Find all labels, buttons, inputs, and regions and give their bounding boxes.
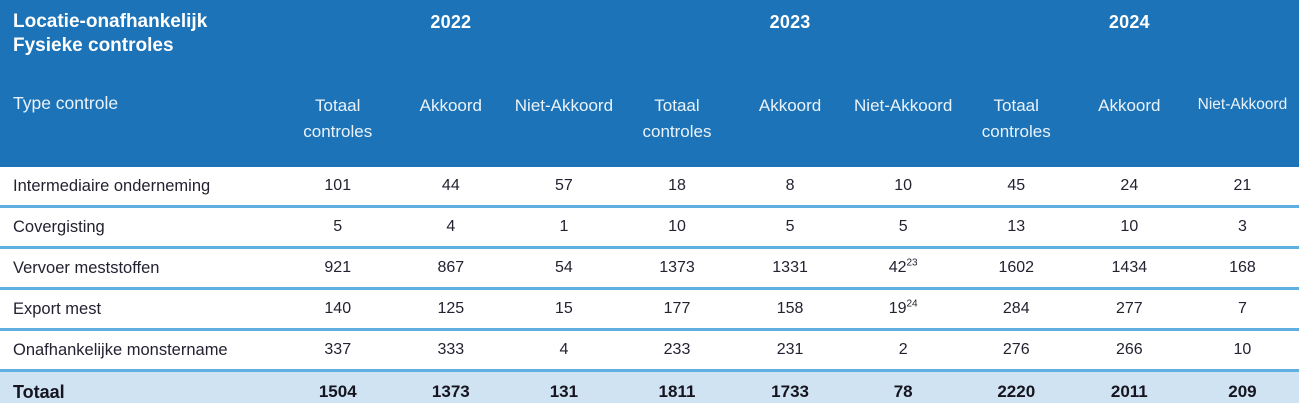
row-label: Export mest	[0, 288, 282, 331]
cell-value: 1811	[620, 369, 734, 403]
cell-value: 5	[281, 206, 395, 249]
total-row: Totaal 1504 1373 131 1811 1733 78 2220 2011 209	[0, 369, 1299, 403]
cell-value: 3	[1185, 206, 1299, 249]
cell-value: 209	[1185, 369, 1299, 403]
cell-value: 15	[507, 288, 621, 331]
cell-value: 277	[1072, 288, 1186, 331]
col-header-akkoord: Akkoord	[733, 85, 847, 167]
cell-value: 276	[959, 329, 1073, 372]
col-header-totaal-controles: Totaal controles	[959, 85, 1073, 167]
cell-value: 140	[281, 288, 395, 331]
cell-value: 5	[733, 206, 847, 249]
cell-value: 233	[620, 329, 734, 372]
row-label: Vervoer meststoffen	[0, 247, 282, 290]
col-header-totaal-controles: Totaal controles	[281, 85, 395, 167]
cell-value: 7	[1185, 288, 1299, 331]
cell-value: 266	[1072, 329, 1186, 372]
cell-value: 5	[846, 206, 960, 249]
cell-value: 4223	[846, 247, 960, 290]
col-header-niet-akkoord: Niet-Akkoord	[507, 85, 621, 167]
year-header-2022: 2022	[281, 0, 621, 85]
cell-value: 10	[1072, 206, 1186, 249]
table-body: Intermediaire onderneming 101 44 57 18 8 10 45 2…	[0, 167, 1299, 403]
cell-value: 10	[846, 167, 960, 208]
cell-value: 1602	[959, 247, 1073, 290]
cell-value: 921	[281, 247, 395, 290]
table-title-line1: Locatie-onafhankelijk	[13, 11, 208, 32]
cell-value: 2220	[959, 369, 1073, 403]
table-row: Export mest 140 125 15 177 158 1924 284 277 7	[0, 288, 1299, 331]
table-header: Locatie-onafhankelijk Fysieke controles …	[0, 0, 1299, 167]
cell-value: 1331	[733, 247, 847, 290]
table-row: Onafhankelijke monstername 337 333 4 233 231 2…	[0, 329, 1299, 372]
row-label: Onafhankelijke monstername	[0, 329, 282, 372]
table-row: Vervoer meststoffen 921 867 54 1373 1331 4223 1…	[0, 247, 1299, 290]
cell-value: 1504	[281, 369, 395, 403]
cell-value: 21	[1185, 167, 1299, 208]
column-header-row: Type controle Totaal controles Akkoord N…	[0, 85, 1299, 167]
cell-value: 231	[733, 329, 847, 372]
cell-value: 1733	[733, 369, 847, 403]
type-controle-header: Type controle	[0, 85, 282, 167]
table-title-line2: Fysieke controles	[13, 34, 174, 56]
cell-value: 57	[507, 167, 621, 208]
table-row: Covergisting 5 4 1 10 5 5 13 10 3	[0, 206, 1299, 249]
cell-value: 1924	[846, 288, 960, 331]
cell-value: 1434	[1072, 247, 1186, 290]
year-header-2024: 2024	[959, 0, 1299, 85]
cell-value: 10	[1185, 329, 1299, 372]
col-header-niet-akkoord: Niet-Akkoord	[1185, 85, 1299, 167]
footnote-reference: 23	[906, 257, 918, 269]
cell-value: 337	[281, 329, 395, 372]
row-label: Totaal	[0, 369, 282, 403]
cell-value: 158	[733, 288, 847, 331]
cell-value: 44	[394, 167, 508, 208]
cell-value: 101	[281, 167, 395, 208]
cell-value: 24	[1072, 167, 1186, 208]
table-row: Intermediaire onderneming 101 44 57 18 8 10 45 2…	[0, 167, 1299, 208]
cell-value: 13	[959, 206, 1073, 249]
cell-value: 131	[507, 369, 621, 403]
cell-value: 1373	[620, 247, 734, 290]
footnote-reference: 24	[906, 298, 918, 310]
cell-value: 867	[394, 247, 508, 290]
col-header-niet-akkoord: Niet-Akkoord	[846, 85, 960, 167]
row-label: Intermediaire onderneming	[0, 167, 282, 208]
cell-value: 18	[620, 167, 734, 208]
cell-value: 125	[394, 288, 508, 331]
cell-value: 333	[394, 329, 508, 372]
cell-value: 4	[507, 329, 621, 372]
col-header-akkoord: Akkoord	[1072, 85, 1186, 167]
cell-value: 10	[620, 206, 734, 249]
cell-value: 168	[1185, 247, 1299, 290]
cell-value: 4	[394, 206, 508, 249]
year-header-2023: 2023	[620, 0, 960, 85]
cell-value: 1	[507, 206, 621, 249]
col-header-akkoord: Akkoord	[394, 85, 508, 167]
cell-value: 78	[846, 369, 960, 403]
title-row: Locatie-onafhankelijk Fysieke controles …	[0, 0, 1299, 85]
cell-value: 2	[846, 329, 960, 372]
cell-value: 8	[733, 167, 847, 208]
cell-value: 2011	[1072, 369, 1186, 403]
cell-value: 177	[620, 288, 734, 331]
cell-value: 54	[507, 247, 621, 290]
row-label: Covergisting	[0, 206, 282, 249]
cell-value: 1373	[394, 369, 508, 403]
cell-value: 45	[959, 167, 1073, 208]
cell-value: 284	[959, 288, 1073, 331]
col-header-totaal-controles: Totaal controles	[620, 85, 734, 167]
table-title: Locatie-onafhankelijk Fysieke controles	[0, 0, 282, 85]
